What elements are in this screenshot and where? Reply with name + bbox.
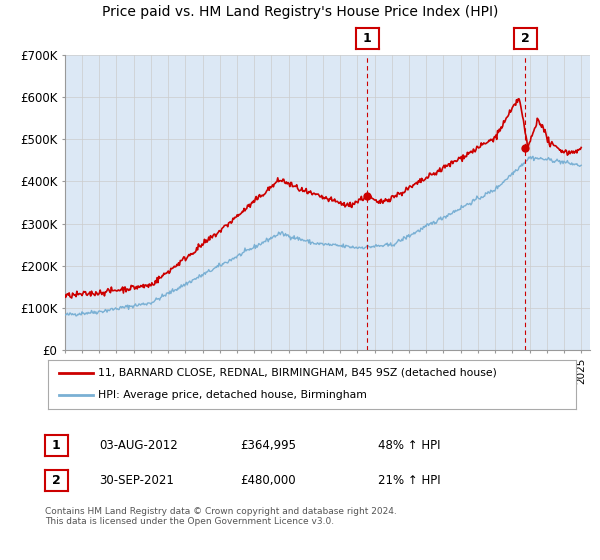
Text: £364,995: £364,995 [240, 438, 296, 452]
Text: Contains HM Land Registry data © Crown copyright and database right 2024.
This d: Contains HM Land Registry data © Crown c… [45, 507, 397, 526]
Text: HPI: Average price, detached house, Birmingham: HPI: Average price, detached house, Birm… [98, 390, 367, 400]
Text: 1: 1 [52, 438, 61, 452]
Text: 30-SEP-2021: 30-SEP-2021 [99, 474, 174, 487]
Text: 03-AUG-2012: 03-AUG-2012 [99, 438, 178, 452]
Text: 1: 1 [363, 32, 372, 45]
Text: 2: 2 [52, 474, 61, 487]
Text: 21% ↑ HPI: 21% ↑ HPI [378, 474, 440, 487]
Text: Price paid vs. HM Land Registry's House Price Index (HPI): Price paid vs. HM Land Registry's House … [102, 4, 498, 18]
Text: 11, BARNARD CLOSE, REDNAL, BIRMINGHAM, B45 9SZ (detached house): 11, BARNARD CLOSE, REDNAL, BIRMINGHAM, B… [98, 368, 497, 378]
Text: 2: 2 [521, 32, 530, 45]
Text: 48% ↑ HPI: 48% ↑ HPI [378, 438, 440, 452]
Text: £480,000: £480,000 [240, 474, 296, 487]
